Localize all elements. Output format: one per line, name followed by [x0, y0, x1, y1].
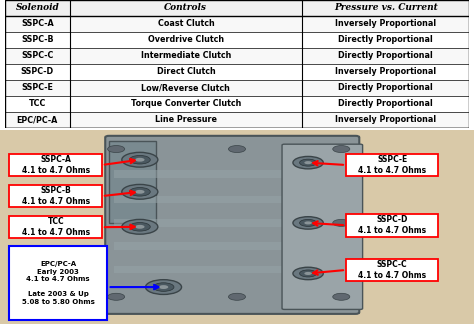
Text: Direct Clutch: Direct Clutch	[156, 67, 215, 76]
Circle shape	[135, 225, 145, 229]
Text: Directly Proportional: Directly Proportional	[338, 52, 433, 61]
Text: Directly Proportional: Directly Proportional	[338, 36, 433, 44]
Text: TCC
4.1 to 4.7 Ohms: TCC 4.1 to 4.7 Ohms	[22, 217, 90, 237]
Circle shape	[129, 223, 150, 231]
Text: Coast Clutch: Coast Clutch	[157, 19, 214, 29]
Circle shape	[300, 219, 317, 226]
Bar	[5, 80, 469, 96]
Bar	[5, 112, 469, 128]
Circle shape	[304, 272, 312, 275]
Text: SSPC-E
4.1 to 4.7 Ohms: SSPC-E 4.1 to 4.7 Ohms	[358, 155, 426, 175]
Text: Overdrive Clutch: Overdrive Clutch	[148, 36, 224, 44]
Text: TCC: TCC	[28, 99, 46, 109]
Circle shape	[122, 184, 158, 199]
Circle shape	[159, 285, 168, 289]
Text: SSPC-D: SSPC-D	[21, 67, 54, 76]
Circle shape	[135, 190, 145, 194]
Circle shape	[304, 221, 312, 225]
Circle shape	[122, 219, 158, 234]
Circle shape	[333, 145, 350, 153]
Text: Controls: Controls	[164, 4, 208, 13]
Text: SSPC-C
4.1 to 4.7 Ohms: SSPC-C 4.1 to 4.7 Ohms	[358, 260, 426, 280]
Circle shape	[228, 145, 246, 153]
Text: EPC/PC-A
Early 2003
4.1 to 4.7 Ohms

Late 2003 & Up
5.08 to 5.80 Ohms: EPC/PC-A Early 2003 4.1 to 4.7 Ohms Late…	[22, 261, 94, 305]
Text: SSPC-B: SSPC-B	[21, 36, 54, 44]
Bar	[114, 219, 351, 227]
Text: Inversely Proportional: Inversely Proportional	[335, 19, 436, 29]
Text: Inversely Proportional: Inversely Proportional	[335, 67, 436, 76]
Bar	[114, 266, 351, 273]
Circle shape	[129, 156, 150, 164]
FancyBboxPatch shape	[9, 185, 102, 207]
Text: EPC/PC-A: EPC/PC-A	[17, 115, 58, 124]
FancyBboxPatch shape	[9, 154, 102, 176]
Text: Line Pressure: Line Pressure	[155, 115, 217, 124]
Text: SSPC-A: SSPC-A	[21, 19, 54, 29]
Circle shape	[293, 156, 323, 169]
FancyBboxPatch shape	[105, 136, 359, 314]
Text: SSPC-B
4.1 to 4.7 Ohms: SSPC-B 4.1 to 4.7 Ohms	[22, 186, 90, 206]
Circle shape	[304, 161, 312, 164]
Bar	[114, 196, 351, 203]
Circle shape	[293, 267, 323, 280]
Text: Solenoid: Solenoid	[15, 4, 59, 13]
Text: SSPC-C: SSPC-C	[21, 52, 54, 61]
Bar	[5, 16, 469, 32]
Circle shape	[146, 280, 182, 295]
Circle shape	[300, 270, 317, 277]
Text: Inversely Proportional: Inversely Proportional	[335, 115, 436, 124]
FancyBboxPatch shape	[346, 154, 438, 176]
Bar	[5, 48, 469, 64]
Text: Directly Proportional: Directly Proportional	[338, 99, 433, 109]
Text: SSPC-D
4.1 to 4.7 Ohms: SSPC-D 4.1 to 4.7 Ohms	[358, 215, 426, 236]
Circle shape	[108, 293, 125, 300]
Circle shape	[135, 158, 145, 162]
Text: Intermediate Clutch: Intermediate Clutch	[141, 52, 231, 61]
Bar	[114, 242, 351, 250]
Text: Low/Reverse Clutch: Low/Reverse Clutch	[141, 84, 230, 92]
Text: Pressure vs. Current: Pressure vs. Current	[334, 4, 438, 13]
Bar	[5, 0, 469, 16]
Circle shape	[129, 188, 150, 196]
Text: SSPC-E: SSPC-E	[21, 84, 53, 92]
Circle shape	[333, 293, 350, 300]
Circle shape	[293, 217, 323, 229]
Text: Directly Proportional: Directly Proportional	[338, 84, 433, 92]
Bar	[109, 141, 156, 223]
Circle shape	[333, 219, 350, 226]
Circle shape	[228, 293, 246, 300]
FancyBboxPatch shape	[346, 214, 438, 237]
FancyBboxPatch shape	[282, 144, 363, 309]
Circle shape	[153, 283, 174, 291]
FancyBboxPatch shape	[346, 259, 438, 281]
FancyBboxPatch shape	[9, 216, 102, 238]
Circle shape	[122, 152, 158, 167]
Text: SSPC-A
4.1 to 4.7 Ohms: SSPC-A 4.1 to 4.7 Ohms	[22, 155, 90, 175]
Circle shape	[108, 145, 125, 153]
Bar	[114, 170, 351, 178]
FancyBboxPatch shape	[9, 246, 107, 320]
Text: Torque Converter Clutch: Torque Converter Clutch	[131, 99, 241, 109]
Circle shape	[300, 159, 317, 166]
